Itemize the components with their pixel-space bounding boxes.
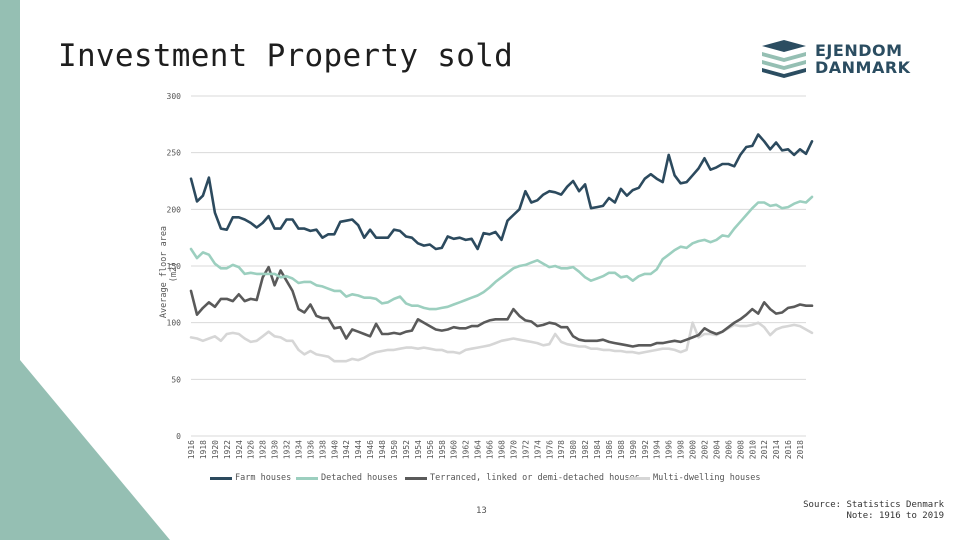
x-tick-label: 1984 (593, 440, 602, 459)
y-tick-label: 250 (167, 149, 182, 158)
x-tick-label: 1974 (533, 440, 542, 459)
x-tick-label: 2012 (760, 440, 769, 459)
series-line-terranced-linked-or-demi-detached-houses (189, 265, 814, 348)
chart-legend: Farm houses Detached houses Terranced, lin… (0, 473, 960, 489)
legend-label: Multi-dwelling houses (653, 473, 761, 483)
y-tick-label: 0 (176, 432, 181, 441)
y-tick-label: 300 (167, 92, 182, 101)
x-tick-label: 2008 (736, 440, 745, 459)
x-tick-label: 1938 (318, 440, 327, 459)
ejendom-danmark-logo-icon (762, 40, 806, 78)
x-tick-label: 1936 (306, 440, 315, 459)
x-tick-label: 1976 (545, 440, 554, 459)
legend-label: Farm houses (235, 473, 292, 483)
x-tick-label: 1986 (605, 440, 614, 459)
legend-item: Detached houses (296, 473, 398, 483)
x-tick-label: 1978 (557, 440, 566, 459)
x-tick-label: 2006 (724, 440, 733, 459)
x-tick-label: 1988 (617, 440, 626, 459)
legend-item: Terranced, linked or demi-detached house… (405, 473, 640, 483)
x-tick-label: 1958 (438, 440, 447, 459)
y-tick-label: 150 (167, 262, 182, 271)
x-tick-label: 1922 (223, 440, 232, 459)
y-tick-label: 200 (167, 205, 182, 214)
x-tick-label: 2000 (689, 440, 698, 459)
series-line-farm-houses (189, 133, 814, 251)
page-number: 13 (476, 506, 487, 516)
x-tick-label: 1954 (414, 440, 423, 459)
x-tick-label: 1950 (390, 440, 399, 459)
logo-line-2: DANMARK (815, 58, 911, 77)
y-tick-label: 50 (171, 375, 181, 384)
x-tick-label: 1982 (581, 440, 590, 459)
x-tick-label: 1992 (641, 440, 650, 459)
x-tick-label: 1970 (509, 440, 518, 459)
y-tick-label: 100 (167, 319, 182, 328)
page-title: Investment Property sold (58, 38, 514, 74)
x-tick-label: 2016 (784, 440, 793, 459)
x-tick-label: 2002 (700, 440, 709, 459)
x-tick-label: 2004 (712, 440, 721, 459)
x-tick-label: 1996 (665, 440, 674, 459)
x-tick-label: 1998 (677, 440, 686, 459)
x-tick-label: 1916 (187, 440, 196, 459)
x-tick-label: 1932 (283, 440, 292, 459)
x-tick-label: 1966 (486, 440, 495, 459)
x-tick-label: 1920 (211, 440, 220, 459)
x-tick-label: 1942 (342, 440, 351, 459)
legend-item: Farm houses (210, 473, 291, 483)
x-tick-label: 2018 (796, 440, 805, 459)
x-tick-label: 2010 (748, 440, 757, 459)
x-tick-label: 1960 (450, 440, 459, 459)
x-tick-label: 1928 (259, 440, 268, 459)
source-note: Source: Statistics Denmark Note: 1916 to… (803, 500, 944, 522)
x-tick-label: 1924 (235, 440, 244, 459)
x-tick-label: 1940 (330, 440, 339, 459)
series-line-multi-dwelling-houses (189, 321, 814, 363)
legend-swatch (296, 476, 318, 480)
x-tick-label: 1980 (569, 440, 578, 459)
source-line: Source: Statistics Denmark (803, 500, 944, 510)
legend-swatch (405, 476, 427, 480)
x-tick-label: 1930 (271, 440, 280, 459)
x-tick-label: 1918 (199, 440, 208, 459)
x-tick-label: 1990 (629, 440, 638, 459)
x-tick-label: 1972 (521, 440, 530, 459)
logo-wordmark: EJENDOM DANMARK (815, 42, 911, 76)
legend-label: Detached houses (321, 473, 398, 483)
x-tick-label: 1944 (354, 440, 363, 459)
legend-swatch (628, 476, 650, 480)
x-tick-label: 1952 (402, 440, 411, 459)
note-line: Note: 1916 to 2019 (846, 511, 944, 521)
x-tick-label: 1968 (497, 440, 506, 459)
x-tick-label: 2014 (772, 440, 781, 459)
x-tick-label: 1934 (294, 440, 303, 459)
x-tick-label: 1962 (462, 440, 471, 459)
logo-line-1: EJENDOM (815, 41, 903, 60)
legend-swatch (210, 476, 232, 480)
x-tick-label: 1964 (474, 440, 483, 459)
x-tick-label: 1994 (653, 440, 662, 459)
side-accent-wedge (0, 0, 170, 540)
x-tick-label: 1946 (366, 440, 375, 459)
series-line-detached-houses (189, 195, 814, 311)
x-tick-label: 1926 (247, 440, 256, 459)
x-tick-label: 1948 (378, 440, 387, 459)
legend-label: Terranced, linked or demi-detached house… (430, 473, 640, 483)
x-tick-label: 1956 (426, 440, 435, 459)
legend-item: Multi-dwelling houses (628, 473, 760, 483)
